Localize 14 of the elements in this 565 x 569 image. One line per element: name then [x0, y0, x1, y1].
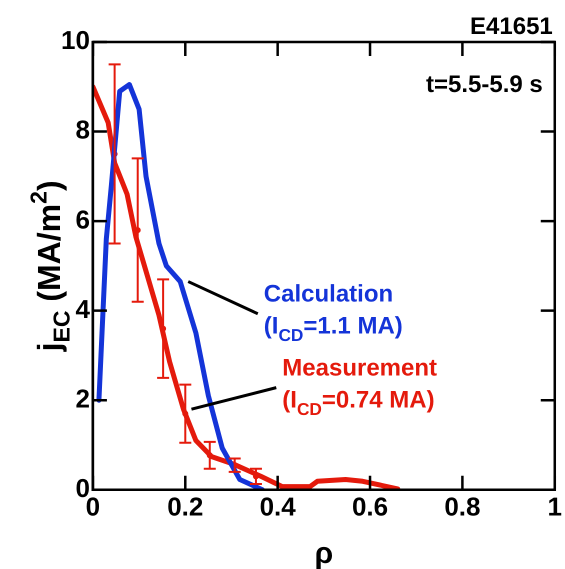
x-tick-label: 0.6	[352, 492, 388, 522]
annotation: t=5.5-5.9 s	[426, 71, 543, 98]
x-tick-label: 0.4	[260, 492, 296, 522]
y-tick-label: 6	[75, 204, 90, 234]
x-tick-label: 1	[548, 492, 562, 522]
x-tick-label: 0.2	[167, 492, 204, 522]
y-tick-label: 2	[75, 383, 90, 414]
x-tick-label: 0.8	[444, 492, 480, 522]
y-tick-label: 10	[61, 25, 90, 56]
text: E41651	[470, 13, 553, 40]
y-tick-label: 8	[75, 114, 90, 145]
x-axis-title: ρ	[314, 537, 334, 569]
y-tick-label: 4	[75, 294, 90, 324]
y-axis-title: jEC (MA/m2)	[26, 180, 75, 352]
